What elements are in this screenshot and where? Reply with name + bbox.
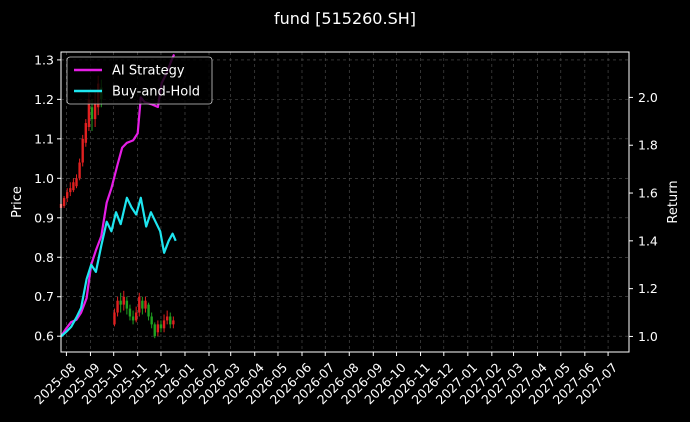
candle-body-25 [147, 304, 150, 317]
candle-body-27 [153, 324, 156, 337]
left-tick-label-2: 0.8 [34, 250, 54, 265]
candle-body-9 [87, 99, 91, 127]
grid [61, 52, 629, 352]
left-tick-label-4: 1.0 [34, 171, 54, 186]
candle-body-23 [141, 300, 144, 309]
candle-body-19 [128, 308, 132, 317]
candle-body-7 [81, 138, 84, 163]
candle-body-4 [72, 182, 75, 191]
right-tick-label-3: 1.6 [638, 186, 658, 201]
candle-body-30 [162, 320, 166, 329]
candle-body-20 [131, 316, 135, 321]
right-tick-label-0: 1.0 [638, 329, 658, 344]
candle-body-1 [62, 198, 66, 206]
candle-body-16 [119, 300, 122, 305]
legend: AI Strategy Buy-and-Hold [66, 56, 213, 105]
candle-body-3 [69, 188, 72, 193]
candle-body-33 [172, 320, 175, 325]
chart-title: fund [515260.SH] [274, 9, 416, 28]
candle-body-15 [116, 300, 119, 313]
x-axis: 2025-082025-092025-102025-112025-122026-… [31, 352, 620, 407]
legend-box [66, 56, 213, 105]
candle-body-24 [144, 300, 147, 309]
legend-label-0: AI Strategy [112, 64, 185, 79]
right-axis: 1.0 1.2 1.4 1.6 1.8 2.0 [629, 90, 658, 344]
candle-body-29 [159, 324, 163, 329]
right-tick-label-1: 1.2 [638, 281, 658, 296]
left-tick-label-7: 1.3 [34, 52, 54, 67]
candlesticks [59, 75, 175, 339]
y-axis-label-right: Return [666, 180, 681, 223]
candle-body-17 [122, 296, 125, 305]
left-tick-label-3: 0.9 [34, 210, 54, 225]
candle-body-2 [65, 192, 69, 199]
left-tick-label-0: 0.6 [34, 329, 54, 344]
right-tick-label-4: 1.8 [638, 138, 658, 153]
legend-label-1: Buy-and-Hold [112, 85, 200, 100]
y-axis-label-left: Price [10, 186, 25, 218]
left-tick-label-6: 1.2 [34, 92, 54, 107]
candle-body-31 [165, 316, 169, 321]
candle-body-8 [84, 123, 87, 143]
left-axis: 0.6 0.7 0.8 0.9 1.0 1.1 1.2 1.3 [34, 52, 61, 344]
candle-body-18 [125, 300, 129, 309]
candle-body-14 [113, 312, 116, 325]
candle-body-5 [75, 178, 78, 187]
right-tick-label-5: 2.0 [638, 90, 658, 105]
candle-body-22 [138, 296, 141, 313]
candle-body-10 [90, 107, 94, 120]
series-line-1 [60, 196, 177, 338]
candle-body-32 [169, 316, 172, 325]
candle-body-26 [150, 316, 153, 325]
right-tick-label-2: 1.4 [638, 233, 658, 248]
left-tick-label-1: 0.7 [34, 289, 54, 304]
candle-body-11 [93, 103, 97, 120]
candle-body-6 [78, 162, 81, 179]
left-tick-label-5: 1.1 [34, 131, 54, 146]
plot-frame [60, 51, 630, 353]
candle-body-28 [156, 324, 160, 333]
candle-body-21 [134, 312, 138, 321]
